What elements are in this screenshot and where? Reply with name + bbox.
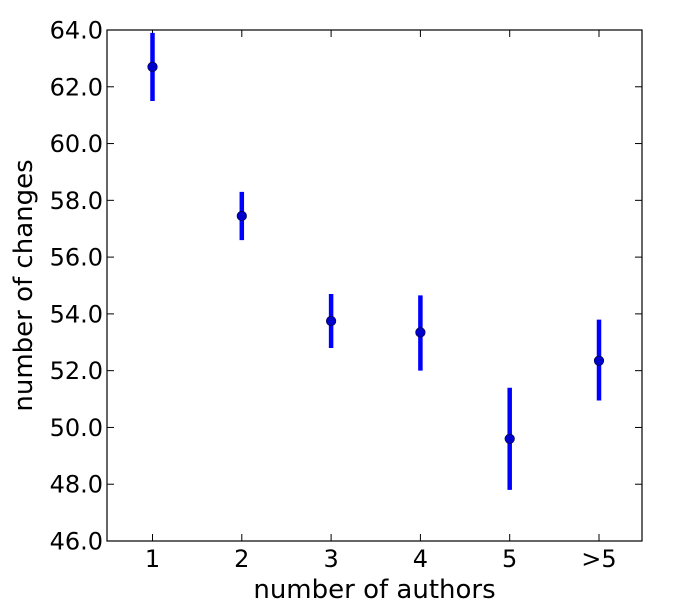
data-point	[236, 210, 247, 222]
x-tick-label: 2	[234, 545, 249, 573]
y-tick-label: 52.0	[50, 357, 103, 385]
x-axis: 1 2 3 4 5 >5	[145, 30, 617, 573]
y-tick-label: 62.0	[50, 73, 103, 101]
y-axis-title: number of changes	[9, 159, 39, 411]
y-axis: 46.0 48.0 50.0 52.0 54.0 56.0 58.0 60.0 62.0 64.0	[50, 17, 642, 556]
data-point	[147, 61, 158, 73]
y-tick-label: 56.0	[50, 244, 103, 272]
y-tick-label: 60.0	[50, 130, 103, 158]
x-axis-title: number of authors	[253, 575, 495, 605]
x-tick-label: 4	[413, 545, 428, 573]
y-tick-label: 64.0	[50, 17, 103, 45]
data-point	[415, 327, 426, 338]
x-tick-label: 5	[502, 545, 517, 573]
data-point	[593, 355, 605, 366]
plot-frame	[106, 29, 643, 542]
y-tick-label: 48.0	[50, 471, 103, 499]
x-tick-label: 1	[145, 545, 160, 573]
x-tick-label: >5	[581, 545, 616, 573]
y-tick-label: 54.0	[50, 300, 103, 328]
data-point	[326, 315, 337, 327]
data-point	[504, 433, 515, 444]
y-tick-label: 58.0	[50, 187, 103, 215]
x-tick-label: 3	[323, 545, 338, 573]
y-tick-label: 46.0	[50, 528, 103, 556]
y-tick-label: 50.0	[50, 414, 103, 442]
data-marks	[147, 32, 605, 490]
